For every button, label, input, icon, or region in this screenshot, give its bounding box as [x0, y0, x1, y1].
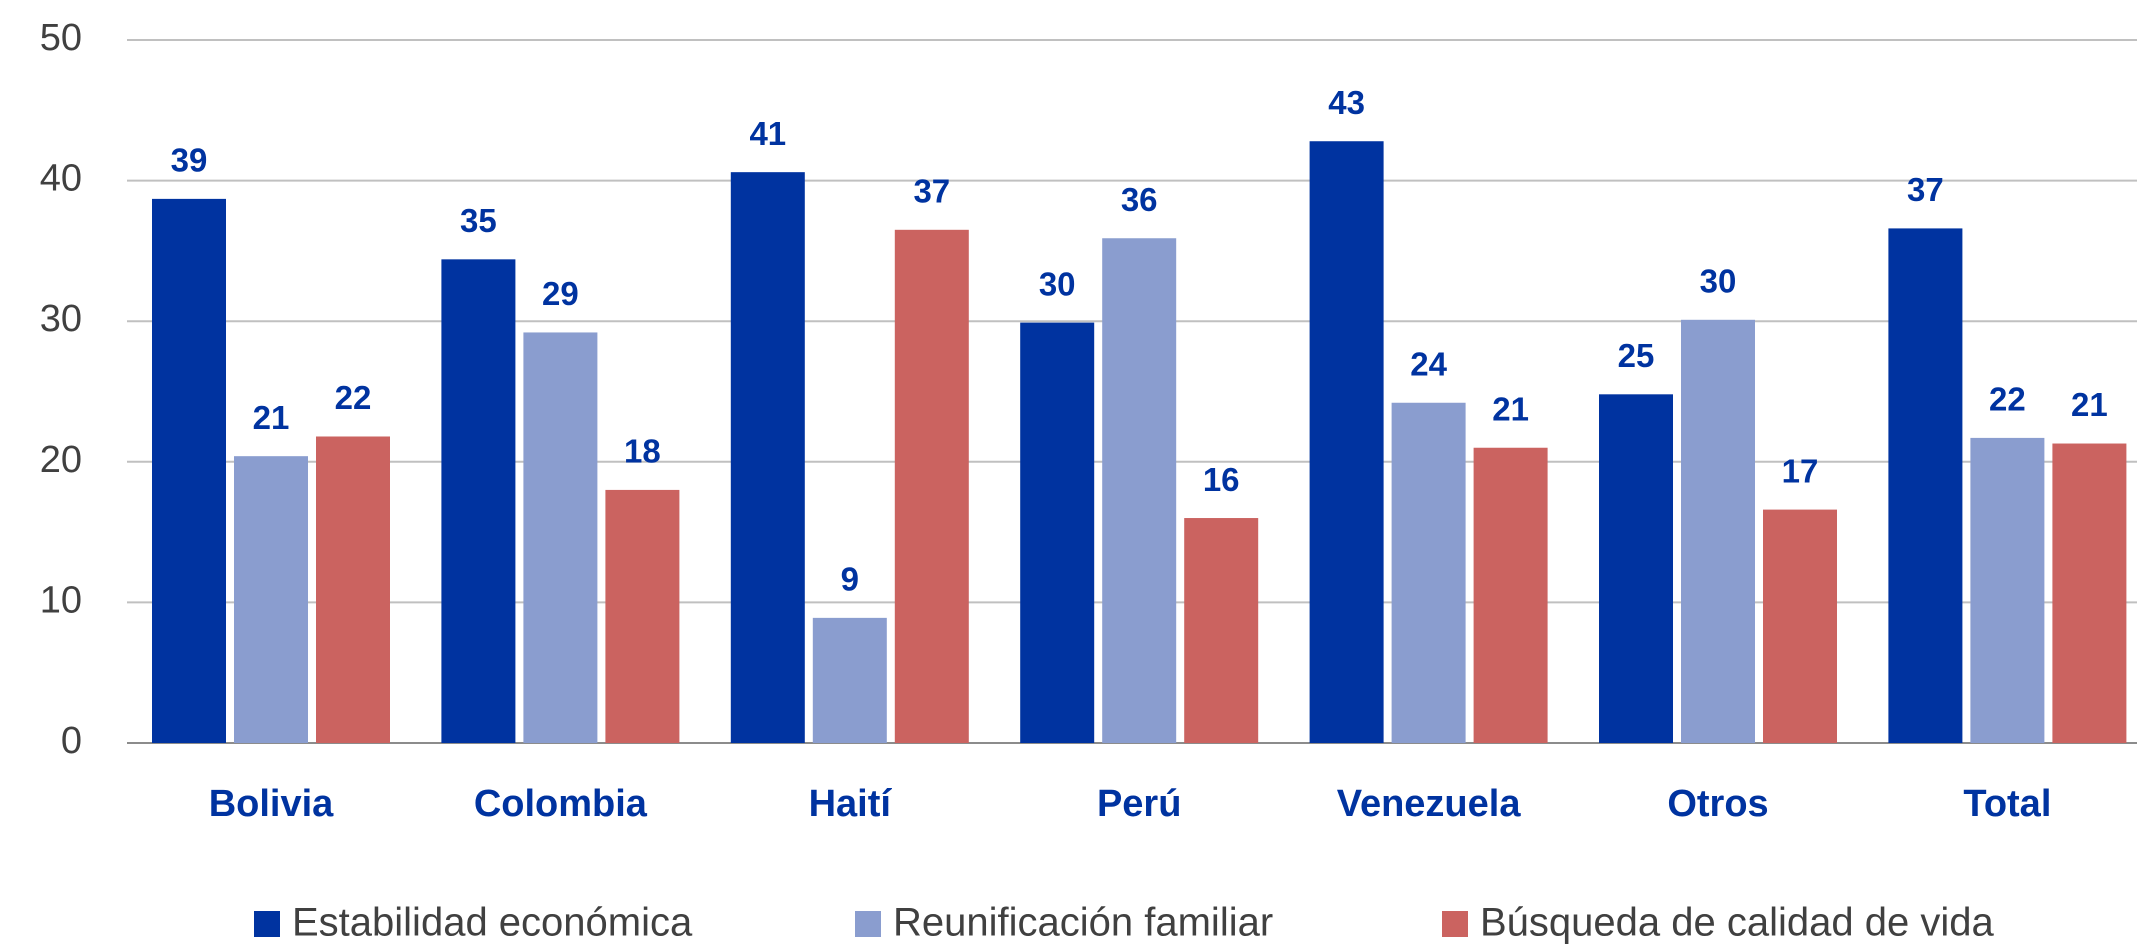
bar — [1681, 319, 1755, 743]
data-label: 9 — [841, 561, 859, 598]
bar — [2052, 443, 2127, 743]
data-label: 18 — [624, 433, 661, 470]
data-label: 22 — [335, 379, 372, 416]
bar — [1102, 238, 1177, 743]
bar — [894, 229, 969, 743]
legend-swatch — [1442, 911, 1468, 937]
x-tick-label: Venezuela — [1337, 783, 1522, 825]
bar — [1888, 228, 1963, 744]
bar — [1309, 141, 1384, 743]
data-label: 25 — [1618, 337, 1655, 374]
bar — [1970, 437, 2045, 743]
bar — [152, 198, 226, 744]
data-label: 30 — [1700, 263, 1737, 300]
data-label: 17 — [1782, 452, 1819, 489]
x-tick-label: Haití — [809, 783, 893, 825]
data-label: 30 — [1039, 265, 1076, 302]
data-label: 24 — [1410, 345, 1447, 382]
data-label: 22 — [1989, 381, 2026, 418]
data-label: 43 — [1328, 84, 1365, 121]
x-tick-label: Colombia — [474, 783, 648, 825]
data-label: 29 — [542, 275, 579, 312]
data-label: 21 — [1492, 390, 1529, 427]
data-label: 39 — [171, 142, 208, 179]
y-tick-label: 0 — [61, 720, 82, 762]
bar — [1391, 402, 1466, 743]
legend-swatch — [254, 911, 280, 937]
data-label: 21 — [253, 399, 290, 436]
x-tick-label: Otros — [1667, 783, 1768, 825]
bar — [441, 259, 516, 743]
bar — [1184, 518, 1259, 743]
y-tick-label: 20 — [40, 439, 82, 481]
legend-label: Estabilidad económica — [292, 901, 693, 945]
data-label: 21 — [2071, 386, 2108, 423]
y-tick-label: 30 — [40, 298, 82, 340]
x-tick-label: Perú — [1097, 783, 1181, 825]
bar — [730, 172, 805, 743]
bar — [234, 456, 308, 743]
y-tick-label: 10 — [40, 579, 82, 621]
legend-label: Búsqueda de calidad de vida — [1480, 901, 1994, 945]
bar — [812, 617, 887, 743]
bar — [316, 436, 390, 743]
legend-swatch — [855, 911, 881, 937]
y-tick-label: 50 — [40, 17, 82, 59]
data-label: 37 — [913, 173, 950, 210]
data-label: 16 — [1203, 461, 1240, 498]
data-label: 37 — [1907, 171, 1944, 208]
bar — [523, 332, 598, 743]
bar — [1473, 447, 1548, 743]
data-label: 36 — [1121, 181, 1158, 218]
bar — [1599, 394, 1673, 743]
legend-label: Reunificación familiar — [893, 901, 1273, 945]
x-tick-label: Total — [1963, 783, 2051, 825]
data-label: 41 — [749, 115, 786, 152]
bar — [1020, 322, 1095, 743]
bar — [605, 489, 680, 743]
bar — [1763, 509, 1837, 743]
y-tick-label: 40 — [40, 158, 82, 200]
x-tick-label: Bolivia — [209, 783, 334, 825]
data-label: 35 — [460, 202, 497, 239]
